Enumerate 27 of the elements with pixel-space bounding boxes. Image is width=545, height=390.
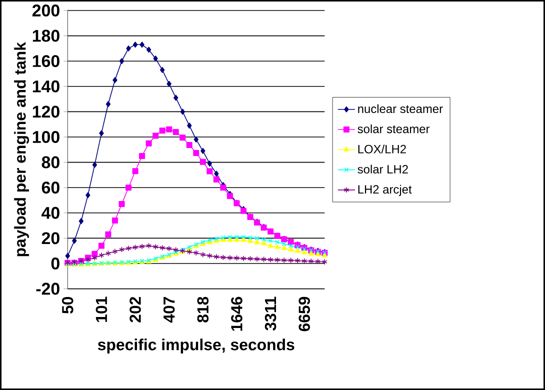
x-tick-label: 818 (197, 296, 209, 322)
y-tick-label: 160 (32, 55, 60, 68)
x-axis-title: specific impulse, seconds (98, 338, 294, 354)
legend-label: solar steamer (358, 124, 430, 134)
y-axis-title: payload per engine and tank (14, 42, 30, 256)
legend-label: solar LH2 (358, 164, 408, 174)
x-tick-label: 407 (163, 297, 175, 323)
y-tick-label: 120 (32, 106, 60, 118)
x-tick-label: 202 (130, 296, 141, 322)
y-tick-label: -20 (36, 282, 60, 295)
x-tick-label: 1646 (231, 296, 242, 331)
legend-label: LH2 arcjet (358, 184, 412, 196)
x-tick-label: 6659 (298, 296, 310, 332)
x-tick-label: 101 (96, 296, 108, 322)
legend-label: nuclear steamer (358, 104, 443, 114)
y-tick-label: 100 (32, 131, 60, 143)
legend-label: LOX/LH2 (358, 144, 406, 154)
y-tick-label: 0 (51, 258, 60, 270)
y-tick-label: 180 (32, 30, 60, 42)
y-tick-label: 40 (42, 206, 60, 219)
x-tick-label: 3311 (264, 296, 276, 331)
y-tick-label: 60 (42, 182, 60, 194)
y-tick-label: 20 (42, 232, 60, 244)
y-tick-label: 200 (32, 4, 60, 16)
y-tick-label: 140 (32, 80, 60, 92)
x-tick-label: 50 (62, 296, 74, 314)
y-tick-label: 80 (42, 156, 60, 168)
